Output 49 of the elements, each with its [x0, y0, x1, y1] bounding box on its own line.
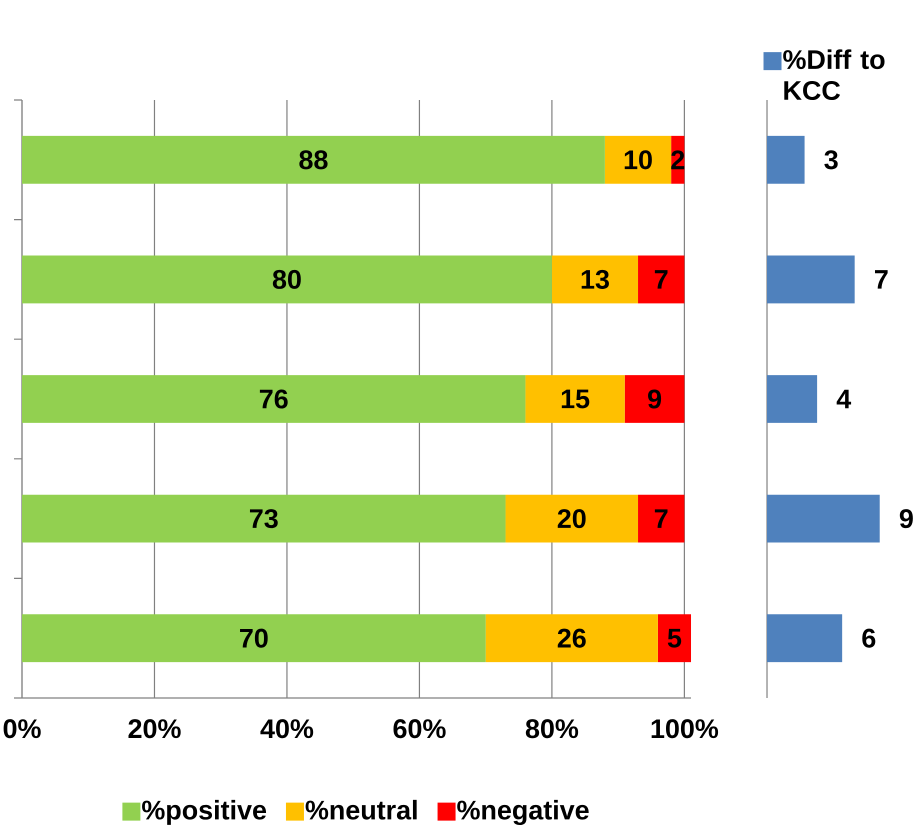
data-label: 7	[654, 270, 668, 289]
data-label: 15	[562, 390, 590, 408]
data-label: 4	[836, 390, 852, 408]
legend-label: %negative	[457, 800, 589, 826]
data-label: 2	[671, 150, 684, 170]
bar	[506, 494, 638, 543]
bar	[22, 375, 526, 423]
bar	[624, 375, 684, 423]
data-label: 6	[862, 628, 876, 648]
bar	[22, 494, 506, 543]
x-tick-label: 80%	[526, 719, 578, 738]
data-label: 80	[272, 270, 301, 289]
data-label: 3	[824, 150, 838, 170]
x-tick-label: 40%	[260, 719, 314, 738]
data-label: 73	[250, 509, 278, 528]
bar	[767, 136, 805, 184]
bar	[767, 614, 842, 662]
data-label: 20	[558, 509, 586, 528]
bar	[767, 375, 818, 423]
legend-label: %positive	[142, 800, 266, 825]
legend-label: %neutral	[306, 800, 417, 820]
bar	[658, 614, 692, 662]
data-label: 88	[299, 150, 328, 170]
data-label: 13	[582, 270, 609, 289]
bar	[604, 136, 672, 184]
bar	[638, 255, 684, 304]
x-tick-label: 20%	[128, 719, 181, 738]
data-label: 76	[260, 389, 288, 409]
x-tick-label: 60%	[393, 719, 446, 738]
data-label: 26	[558, 628, 586, 648]
legend-label: %Diff to KCC	[783, 49, 885, 100]
data-label: 10	[624, 150, 652, 170]
bar	[638, 494, 684, 543]
x-tick-label: 0%	[4, 719, 41, 738]
data-label: 70	[240, 628, 268, 648]
x-tick-label: 100%	[652, 719, 718, 738]
bar	[22, 614, 486, 662]
data-label: 9	[900, 509, 913, 528]
bar	[486, 614, 658, 662]
bar	[552, 255, 638, 304]
bar	[767, 255, 855, 304]
data-label: 7	[654, 509, 668, 528]
data-label: 7	[874, 270, 888, 289]
data-label: 5	[668, 628, 682, 648]
bar	[22, 136, 605, 184]
bar	[525, 375, 625, 423]
data-label: 9	[648, 389, 662, 409]
bar	[22, 255, 552, 304]
bar	[767, 494, 880, 543]
